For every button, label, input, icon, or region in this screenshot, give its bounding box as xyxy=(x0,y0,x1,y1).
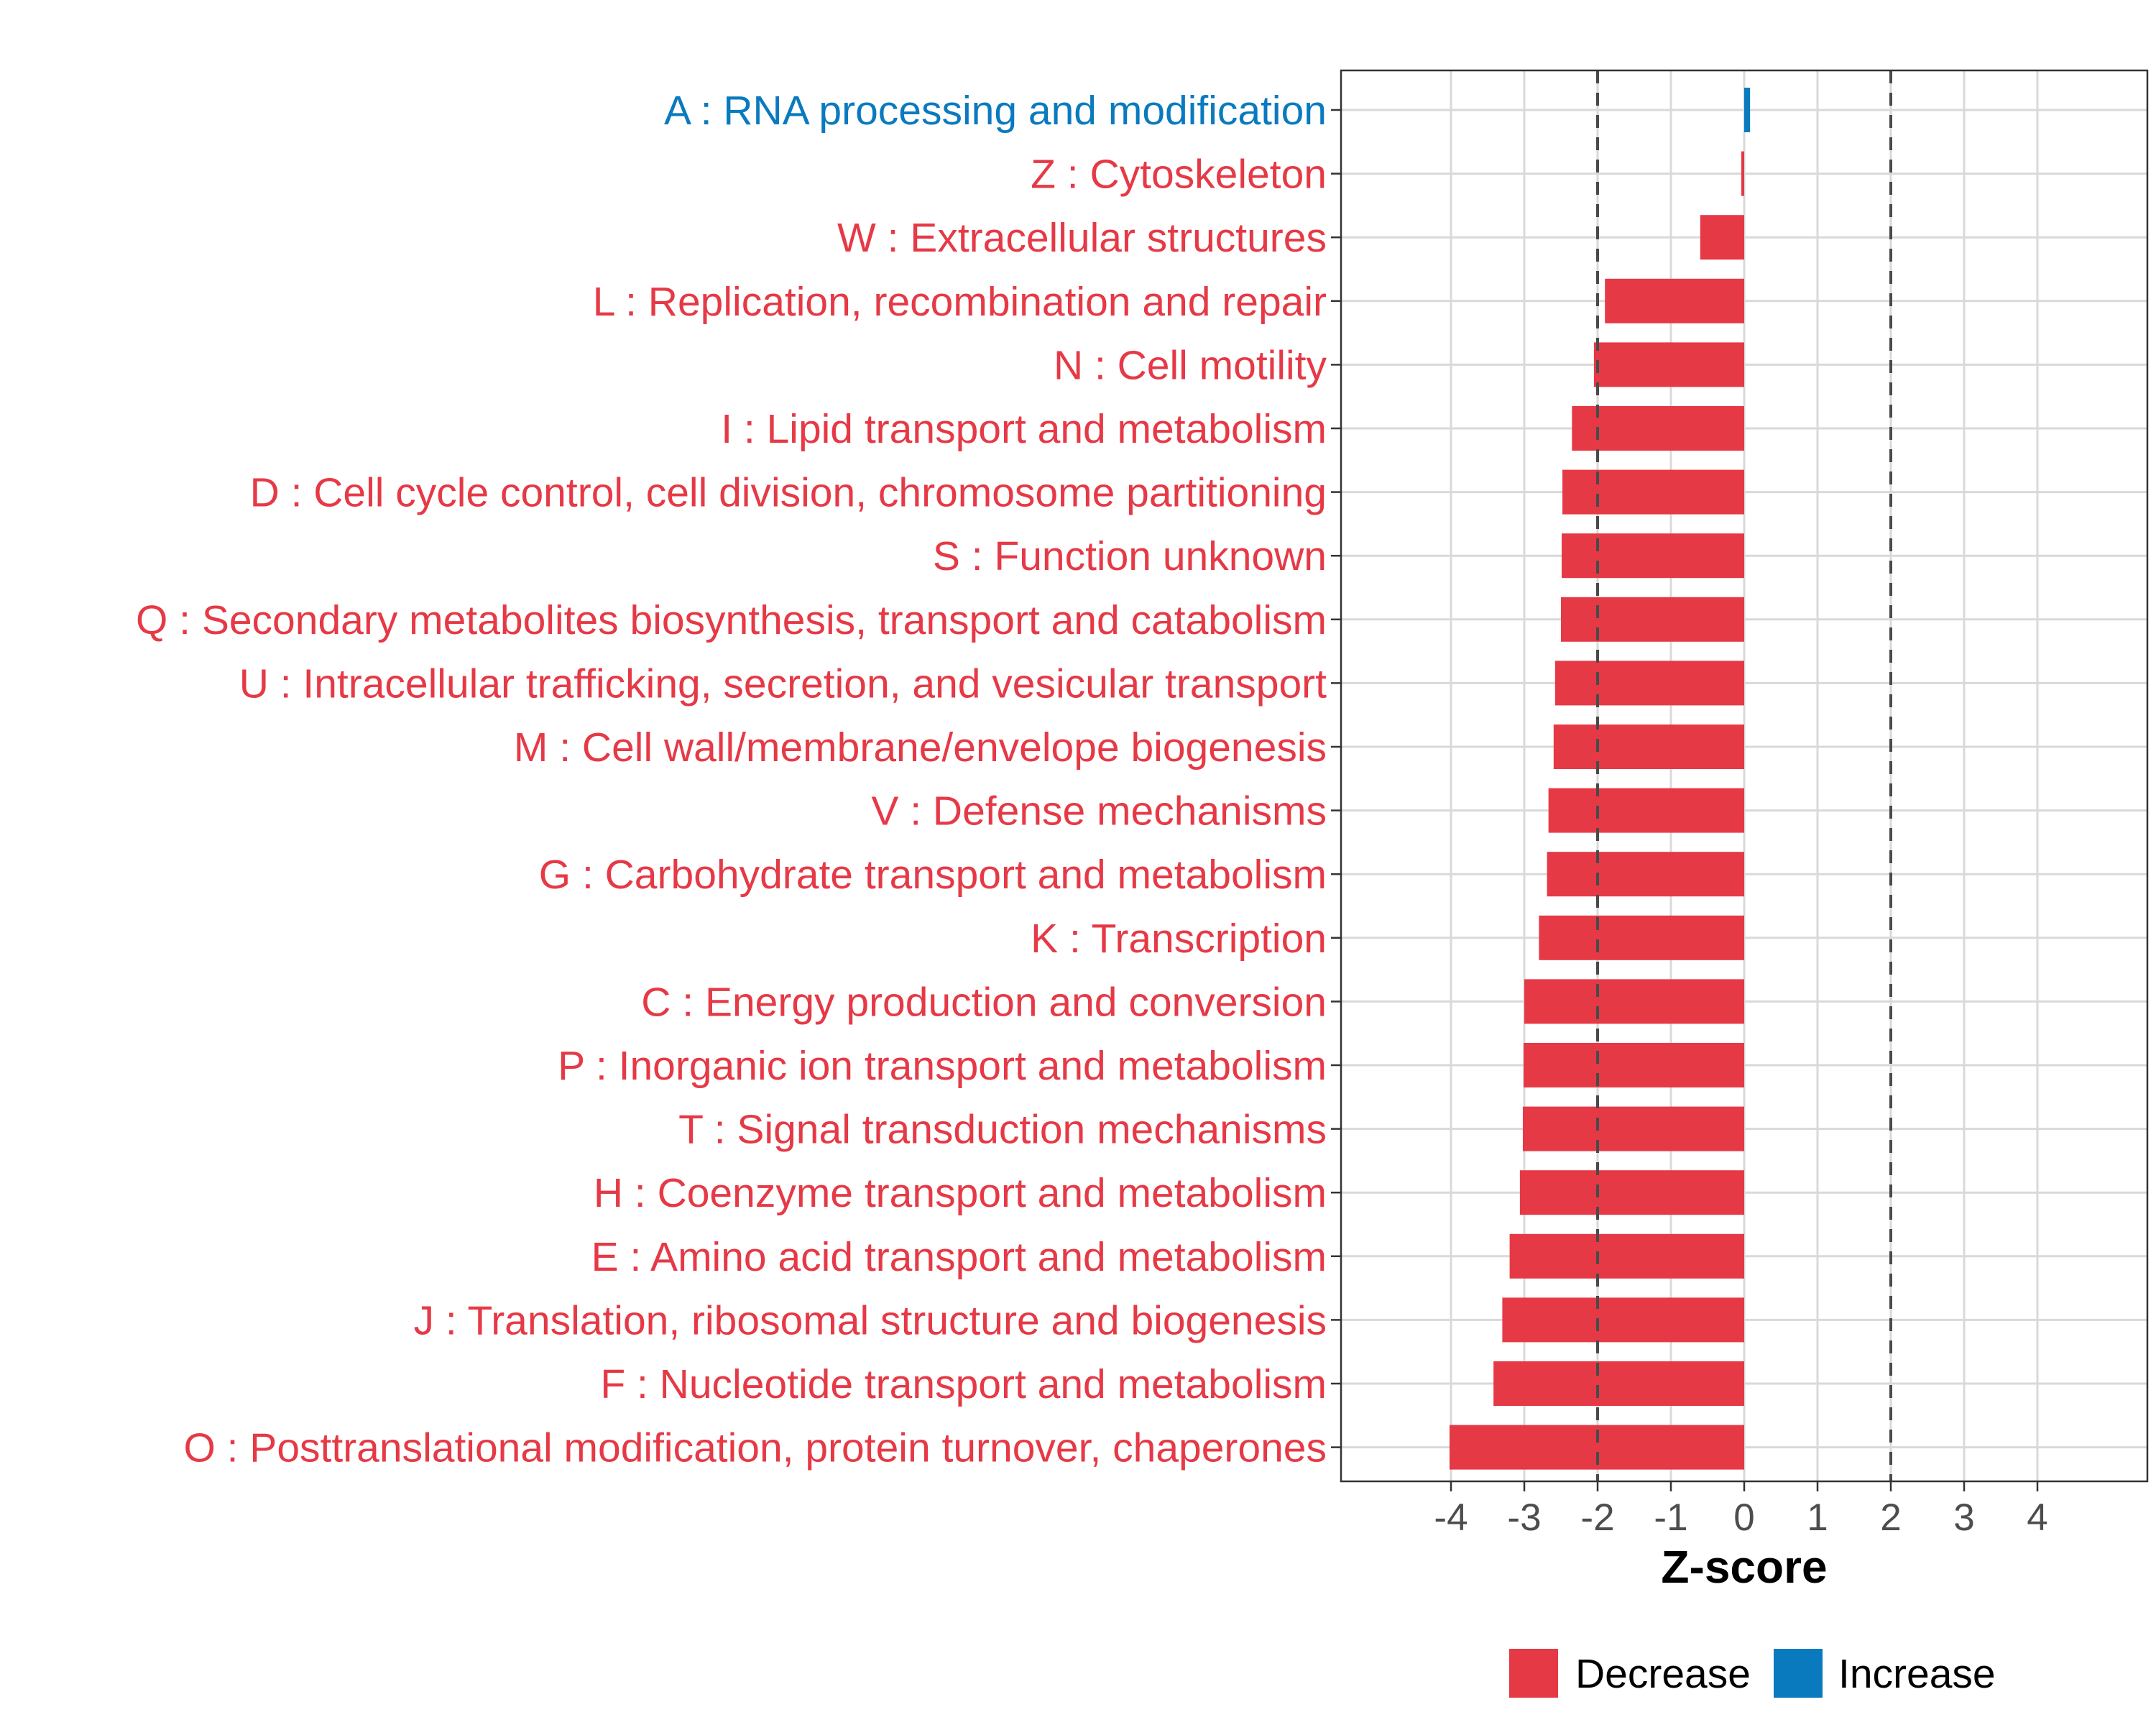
x-axis-labels: -4 -3 -2 -1 0 1 2 3 4 xyxy=(1434,1496,2047,1539)
category-label: F : Nucleotide transport and metabolism xyxy=(600,1361,1327,1407)
bar xyxy=(1561,597,1744,642)
bar xyxy=(1539,915,1744,960)
category-label: P : Inorganic ion transport and metaboli… xyxy=(558,1043,1327,1089)
category-label: W : Extracellular structures xyxy=(837,215,1327,261)
x-axis-ticks xyxy=(1450,1481,2039,1491)
x-tick-label: -3 xyxy=(1507,1496,1541,1539)
category-label: H : Coenzyme transport and metabolism xyxy=(594,1170,1327,1216)
bar xyxy=(1593,342,1744,387)
bar xyxy=(1572,406,1744,451)
category-label: T : Signal transduction mechanisms xyxy=(678,1107,1327,1153)
category-label: G : Carbohydrate transport and metabolis… xyxy=(539,852,1327,898)
bar xyxy=(1553,724,1744,769)
bars-group xyxy=(1449,88,1751,1470)
x-tick-label: 4 xyxy=(2027,1496,2047,1539)
x-tick-label: 3 xyxy=(1953,1496,1974,1539)
category-label: E : Amino acid transport and metabolism xyxy=(591,1234,1327,1280)
category-label: O : Posttranslational modification, prot… xyxy=(183,1425,1327,1471)
bar xyxy=(1547,852,1744,897)
bar xyxy=(1548,788,1744,833)
bar xyxy=(1605,278,1744,323)
category-label: U : Intracellular trafficking, secretion… xyxy=(239,661,1327,707)
y-axis-ticks xyxy=(1331,109,1341,1448)
x-tick-label: -1 xyxy=(1654,1496,1687,1539)
bar xyxy=(1519,1170,1744,1215)
category-label: D : Cell cycle control, cell division, c… xyxy=(250,470,1327,516)
legend-swatch xyxy=(1509,1649,1558,1698)
x-tick-label: 2 xyxy=(1880,1496,1901,1539)
bar xyxy=(1523,1043,1744,1087)
category-label: V : Defense mechanisms xyxy=(871,788,1327,834)
x-tick-label: -2 xyxy=(1580,1496,1614,1539)
category-label: Q : Secondary metabolites biosynthesis, … xyxy=(136,597,1327,643)
x-axis-title: Z-score xyxy=(1661,1541,1827,1593)
x-tick-label: 1 xyxy=(1807,1496,1828,1539)
category-label: M : Cell wall/membrane/envelope biogenes… xyxy=(514,724,1327,770)
legend-label: Increase xyxy=(1838,1651,1996,1697)
category-label: S : Function unknown xyxy=(933,533,1327,579)
bar xyxy=(1562,533,1744,579)
x-tick-label: 0 xyxy=(1733,1496,1754,1539)
bar xyxy=(1741,151,1744,196)
category-label: N : Cell motility xyxy=(1054,342,1327,388)
bar xyxy=(1554,661,1744,706)
bar xyxy=(1524,979,1744,1024)
category-label: C : Energy production and conversion xyxy=(641,979,1327,1025)
bar xyxy=(1700,215,1744,260)
bar xyxy=(1522,1106,1744,1151)
category-label: I : Lipid transport and metabolism xyxy=(721,406,1327,452)
x-tick-label: -4 xyxy=(1434,1496,1468,1539)
category-label: L : Replication, recombination and repai… xyxy=(593,279,1327,325)
bar xyxy=(1502,1297,1744,1343)
category-label: K : Transcription xyxy=(1031,916,1327,962)
bar xyxy=(1562,469,1744,515)
bar xyxy=(1493,1361,1744,1406)
legend-swatch xyxy=(1774,1649,1823,1698)
legend: Decrease Increase xyxy=(1509,1649,1996,1698)
bar xyxy=(1509,1233,1744,1279)
bar xyxy=(1744,88,1751,132)
category-label: J : Translation, ribosomal structure and… xyxy=(414,1297,1327,1343)
category-label: A : RNA processing and modification xyxy=(664,88,1327,134)
reference-lines xyxy=(1596,70,1892,1481)
category-label: Z : Cytoskeleton xyxy=(1031,152,1327,198)
legend-label: Decrease xyxy=(1575,1651,1751,1697)
y-axis-labels: A : RNA processing and modification Z : C… xyxy=(136,88,1327,1471)
